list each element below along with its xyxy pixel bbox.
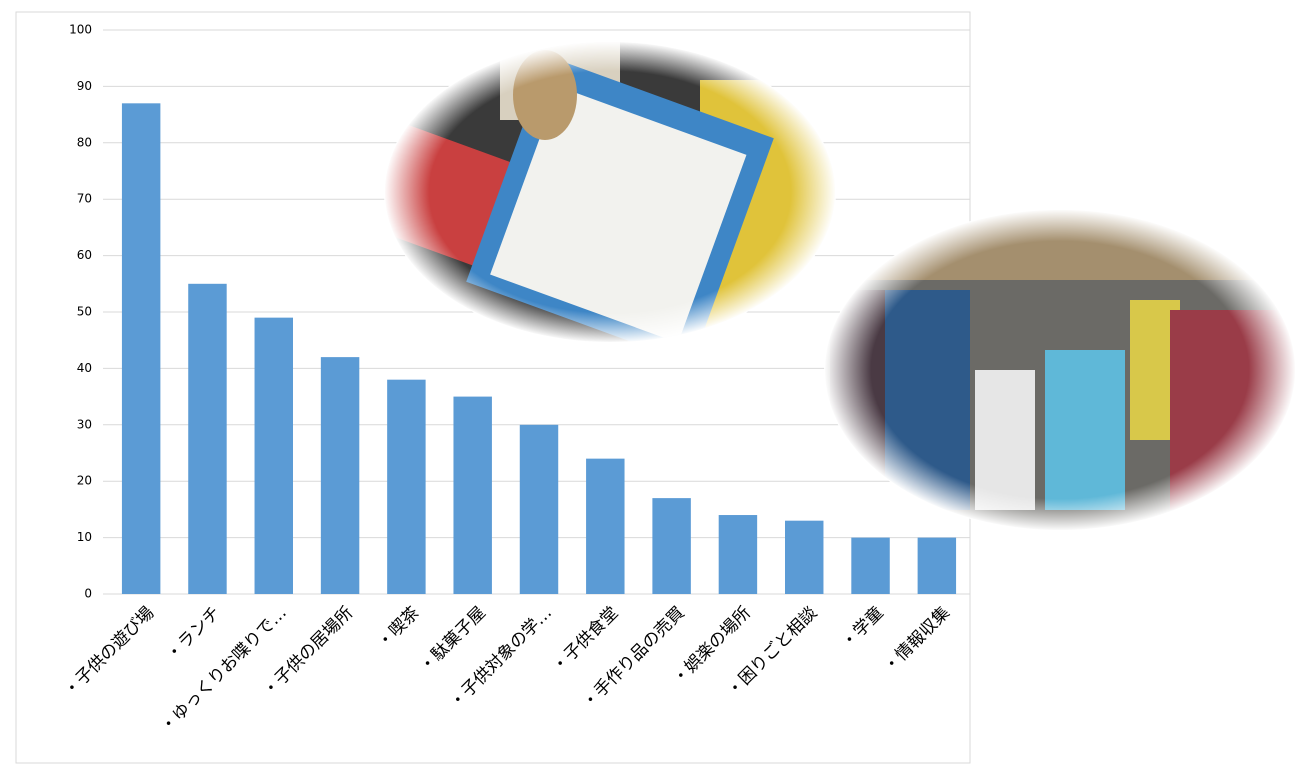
- y-tick-label: 20: [77, 474, 92, 488]
- bar: [453, 396, 492, 594]
- bar: [652, 498, 691, 594]
- photo-vignette: [824, 209, 1296, 531]
- bar: [320, 357, 360, 594]
- y-tick-label: 50: [77, 305, 92, 319]
- y-tick-label: 10: [77, 530, 92, 544]
- bar: [121, 103, 161, 594]
- bar: [718, 515, 758, 594]
- bar: [785, 520, 824, 594]
- bar: [917, 537, 957, 594]
- bar: [188, 283, 227, 594]
- y-tick-label: 100: [69, 23, 92, 37]
- bar: [851, 537, 890, 594]
- y-tick-label: 70: [77, 192, 92, 206]
- y-tick-label: 0: [84, 587, 92, 601]
- photo-vignette: [384, 41, 836, 343]
- y-tick-label: 30: [77, 417, 92, 431]
- y-tick-label: 60: [77, 248, 92, 262]
- bar: [254, 317, 293, 594]
- bar: [586, 458, 625, 594]
- y-tick-label: 80: [77, 135, 92, 149]
- bar: [519, 424, 559, 594]
- y-tick-label: 40: [77, 361, 92, 375]
- y-tick-label: 90: [77, 79, 92, 93]
- bar: [387, 379, 426, 594]
